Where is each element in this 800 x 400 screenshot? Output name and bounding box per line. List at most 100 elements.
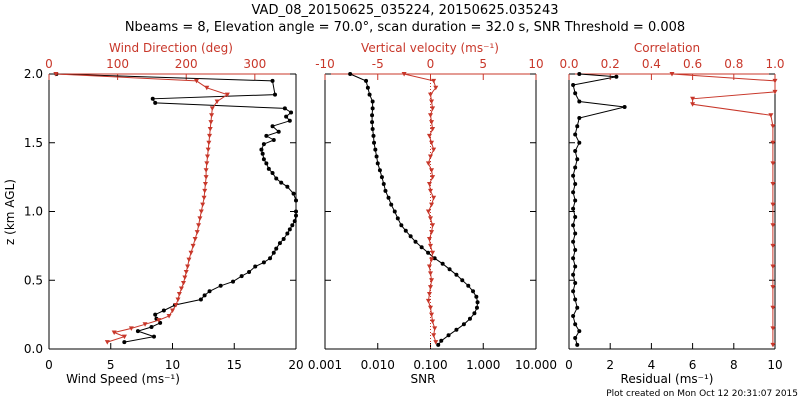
black-point (575, 305, 580, 310)
black-point (285, 231, 290, 236)
black-point (268, 256, 273, 261)
red-point (182, 275, 188, 280)
top-tick-label: 0 (45, 57, 53, 71)
black-point (571, 289, 576, 294)
black-point (231, 279, 236, 284)
bottom-tick-label: 0 (45, 358, 53, 372)
black-point (439, 338, 444, 343)
red-point (197, 216, 203, 221)
red-point (428, 216, 433, 221)
black-point (261, 260, 266, 265)
red-point (429, 168, 435, 173)
black-point (271, 138, 276, 142)
red-point (224, 92, 230, 98)
red-point (770, 326, 776, 331)
black-point (573, 198, 578, 203)
black-point (271, 250, 276, 255)
black-point (573, 149, 578, 153)
red-point (426, 292, 432, 297)
black-point (577, 72, 582, 76)
red-point (430, 127, 436, 132)
red-point (430, 223, 436, 228)
black-point (290, 223, 295, 228)
black-point (467, 316, 472, 321)
black-point (573, 281, 578, 285)
black-point (281, 237, 286, 241)
series-line-red (55, 73, 229, 343)
red-point (142, 322, 148, 327)
black-point (573, 215, 578, 219)
red-point (428, 285, 433, 290)
bottom-tick-label: 10 (767, 358, 782, 372)
black-point (274, 246, 279, 251)
panel-residual-top-axis-label: Correlation (634, 41, 700, 55)
red-point (770, 223, 776, 228)
black-point (474, 305, 479, 310)
red-point (429, 257, 435, 263)
black-point (571, 190, 576, 195)
red-point (432, 326, 438, 331)
red-point (104, 340, 110, 345)
panel-residual: 0 2 4 6 8 10 0.0 0.2 0.4 0.6 0.8 1.0 (559, 57, 784, 372)
red-point (772, 78, 778, 84)
top-tick-label: -5 (372, 57, 384, 71)
black-point (571, 272, 576, 277)
black-point (287, 227, 292, 232)
black-point (571, 256, 576, 261)
red-point (208, 120, 214, 125)
series-line-red (403, 73, 437, 343)
red-point (429, 120, 435, 125)
red-point (429, 202, 435, 208)
y-tick-label: 0.5 (24, 273, 43, 287)
black-point (370, 106, 375, 111)
black-point (575, 124, 580, 129)
black-point (260, 151, 265, 156)
black-point (149, 325, 154, 329)
red-point (428, 154, 433, 159)
top-tick-label: 200 (175, 57, 198, 71)
y-tick-label: 1.5 (24, 136, 43, 150)
red-point (429, 312, 435, 318)
black-point (389, 202, 394, 207)
top-tick-label: 10 (528, 57, 543, 71)
black-point (573, 322, 578, 327)
red-point (431, 78, 437, 84)
bottom-tick-label: 15 (227, 358, 242, 372)
red-point (426, 133, 432, 139)
red-point (430, 319, 436, 324)
y-axis-label: z (km AGL) (3, 179, 17, 245)
panel-snr-bottom-axis-label: SNR (411, 372, 436, 386)
black-point (573, 165, 578, 170)
series-line-black (56, 73, 297, 343)
red-point (770, 285, 776, 290)
black-point (285, 184, 290, 189)
red-point (690, 96, 696, 102)
red-point (206, 140, 212, 146)
red-point (770, 182, 776, 187)
red-point (428, 113, 433, 118)
series-line-black (572, 73, 625, 346)
red-point (185, 264, 191, 269)
black-point (294, 198, 298, 203)
red-point (183, 270, 189, 275)
bottom-tick-label: 4 (648, 358, 656, 372)
bottom-tick-label: 8 (730, 358, 738, 372)
red-point (428, 92, 433, 98)
red-point (770, 305, 776, 311)
black-point (239, 274, 244, 279)
black-point (577, 140, 582, 145)
black-point (571, 223, 576, 228)
red-point (207, 133, 213, 139)
black-point (419, 245, 424, 250)
black-point (277, 241, 282, 246)
black-point (575, 342, 580, 347)
black-point (383, 188, 388, 193)
black-point (381, 182, 386, 186)
red-point (204, 161, 210, 166)
black-point (270, 171, 275, 175)
red-point (53, 72, 59, 77)
red-point (205, 147, 211, 153)
black-point (375, 161, 380, 166)
black-point (436, 342, 441, 347)
